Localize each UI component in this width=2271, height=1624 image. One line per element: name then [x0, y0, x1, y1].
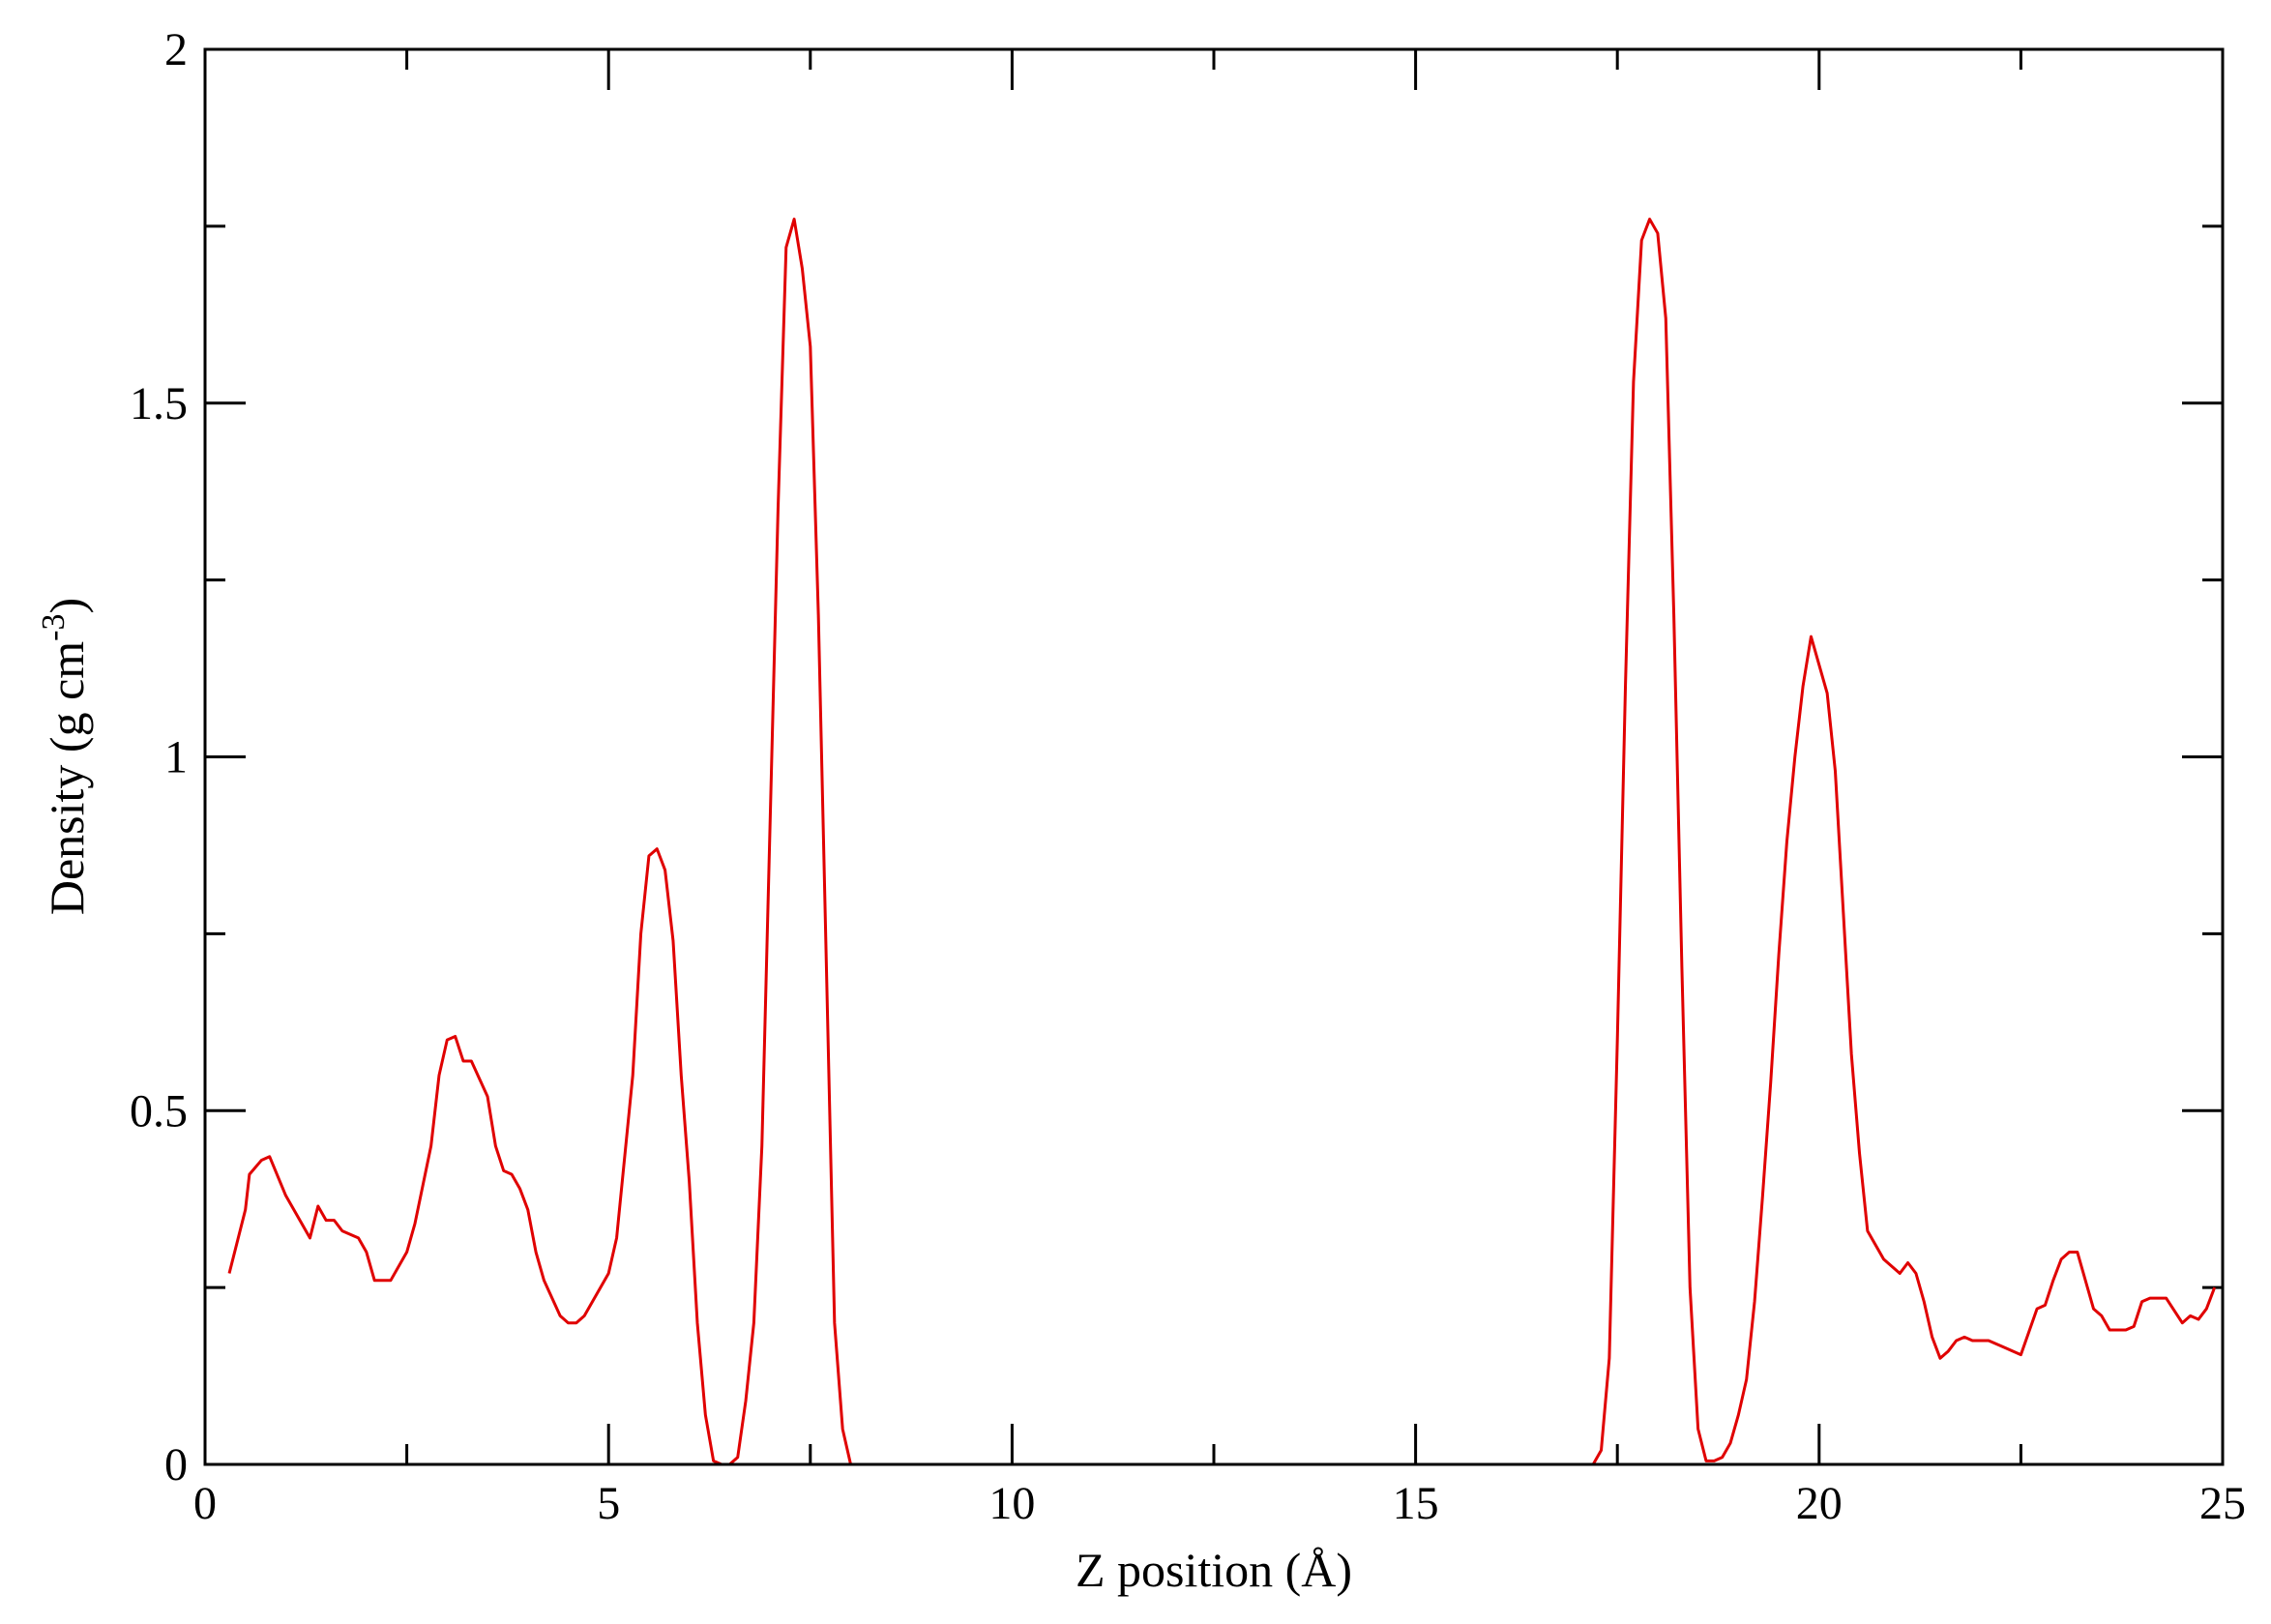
- x-tick-label: 10: [988, 1478, 1035, 1529]
- x-tick-label: 25: [2199, 1478, 2246, 1529]
- data-line: [227, 218, 2217, 1466]
- y-axis-title-text: Density (g cm: [40, 641, 94, 915]
- y-tick-label: 1: [164, 732, 188, 783]
- y-axis-title-suffix: ): [40, 598, 94, 614]
- y-tick-label: 2: [164, 24, 188, 75]
- y-axis-title-sup: -3: [36, 614, 72, 641]
- y-axis-title: Density (g cm-3): [36, 598, 94, 915]
- y-tick-label: 0.5: [130, 1085, 188, 1137]
- y-tick-label: 1.5: [130, 378, 188, 429]
- plot-frame: [203, 47, 2225, 1466]
- y-tick-label: 0: [164, 1439, 188, 1491]
- x-tick-label: 15: [1393, 1478, 1439, 1529]
- x-tick-label: 5: [597, 1478, 620, 1529]
- x-tick-label: 0: [193, 1478, 217, 1529]
- x-tick-label: 20: [1796, 1478, 1843, 1529]
- x-axis-title: Z position (Å): [1076, 1543, 1352, 1597]
